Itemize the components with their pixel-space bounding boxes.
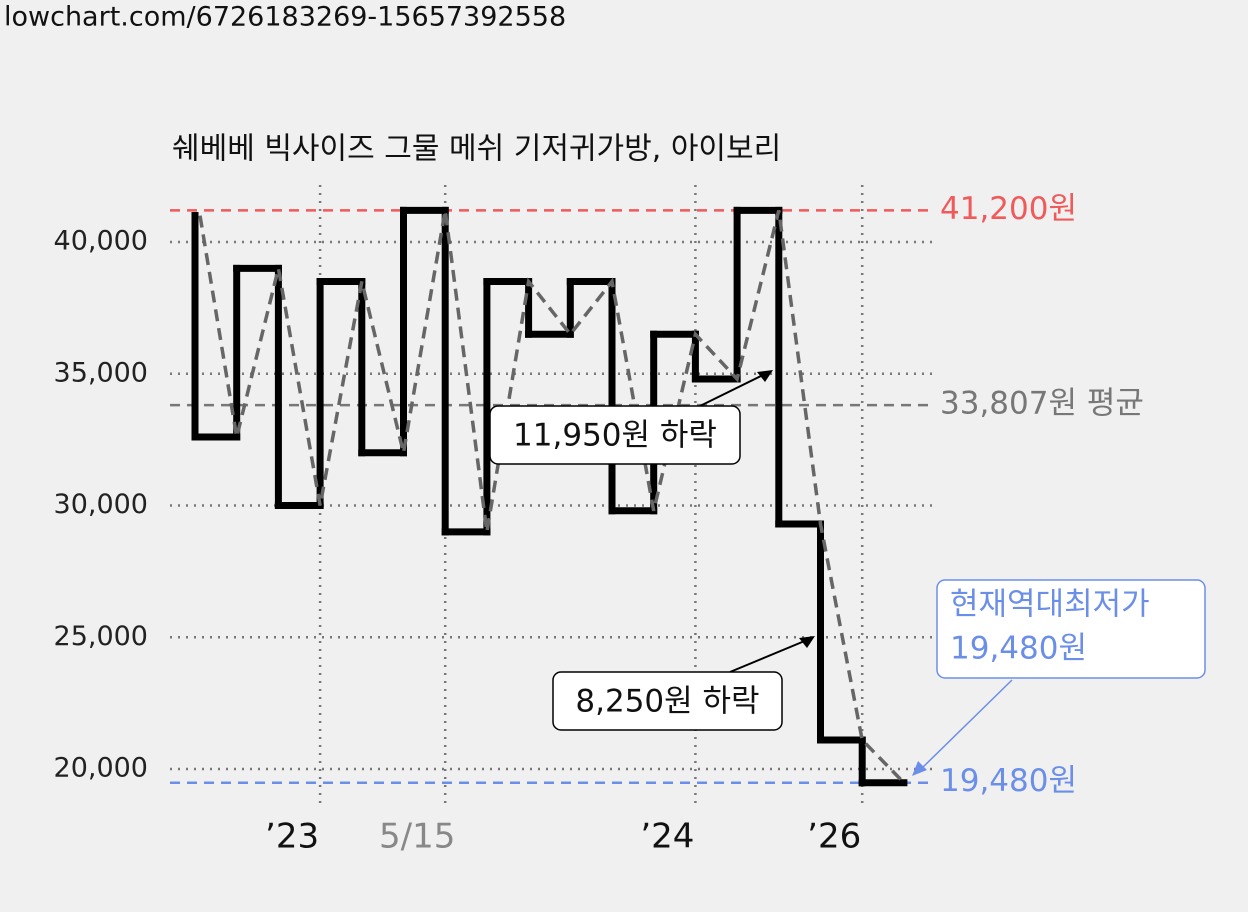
x-tick-label: ’24: [640, 817, 694, 857]
reference-label: 19,480원: [940, 763, 1077, 799]
arrow-head: [912, 761, 927, 776]
y-tick-label: 20,000: [54, 753, 148, 784]
y-tick-label: 25,000: [54, 621, 148, 652]
arrow-head: [757, 370, 773, 382]
annotation-box: [552, 671, 783, 731]
annotation-text: 현재역대최저가: [950, 587, 1150, 623]
arrow-head: [799, 636, 815, 648]
annotation-arrow: [919, 679, 1013, 771]
y-tick-label: 30,000: [54, 489, 148, 520]
x-tick-label: 5/15: [379, 817, 455, 857]
annotation-box: [936, 579, 1206, 679]
annotation-text: 19,480원: [950, 631, 1087, 667]
x-tick-label: ’23: [265, 817, 319, 857]
y-tick-label: 35,000: [54, 357, 148, 388]
chart-title: 쉐베베 빅사이즈 그물 메쉬 기저귀가방, 아이보리: [172, 132, 781, 167]
reference-label: 33,807원 평균: [940, 386, 1144, 422]
x-tick-label: ’26: [807, 817, 861, 857]
annotation-text: 8,250원 하락: [575, 684, 759, 720]
annotation-text: 11,950원 하락: [513, 418, 717, 454]
y-tick-label: 40,000: [54, 226, 148, 257]
reference-label: 41,200원: [940, 191, 1077, 227]
annotation-arrow: [699, 373, 766, 407]
url: lowchart.com/6726183269-15657392558: [4, 2, 566, 33]
annotation-arrow: [729, 639, 808, 673]
annotation-box: [489, 405, 741, 465]
trend-line: [198, 209, 906, 784]
